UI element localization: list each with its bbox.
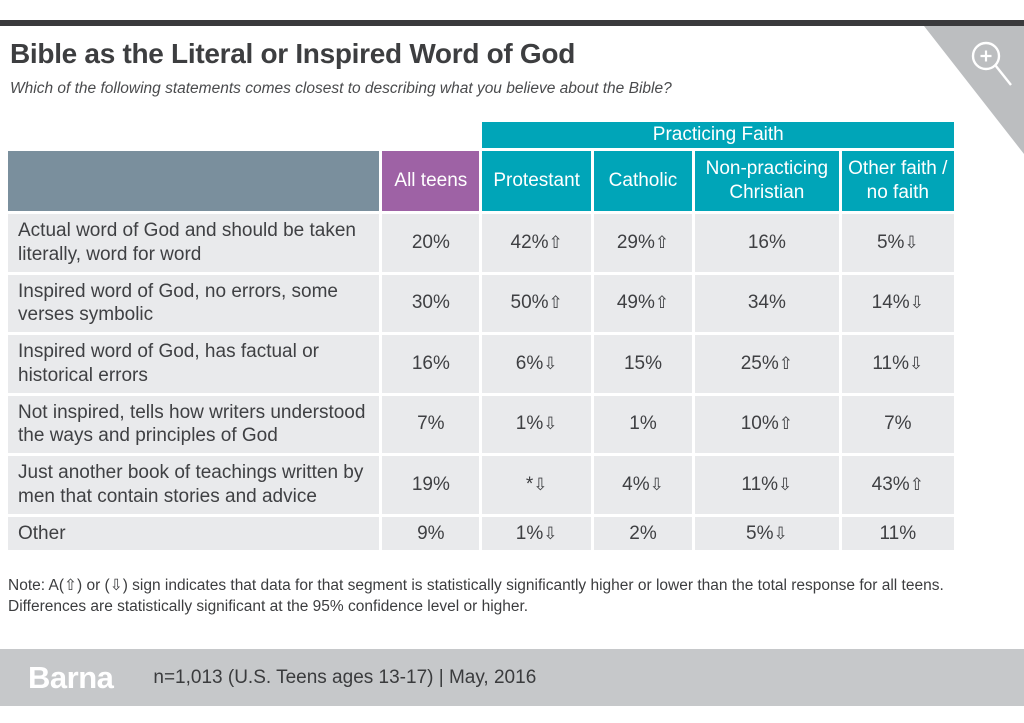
- table-cell: 16%: [382, 335, 480, 393]
- table-cell: 14%⇩: [841, 274, 954, 332]
- table-cell: 1%: [593, 395, 693, 453]
- significant-down-arrow-icon: ⇩: [773, 523, 788, 544]
- table-cell: 11%⇩: [841, 335, 954, 393]
- header-spacer: [8, 122, 479, 148]
- table-cell: 49%⇧: [593, 274, 693, 332]
- column-header: Non-practicing Christian: [695, 151, 839, 211]
- row-label: Actual word of God and should be taken l…: [8, 214, 380, 272]
- table-cell: 34%: [695, 274, 839, 332]
- significant-down-arrow-icon: ⇩: [533, 474, 548, 495]
- table-cell: 11%⇩: [695, 456, 839, 514]
- top-accent-bar: [0, 20, 1024, 26]
- significant-up-arrow-icon: ⇧: [778, 414, 793, 435]
- table-cell: 42%⇧: [482, 214, 591, 272]
- table-row: Not inspired, tells how writers understo…: [8, 395, 954, 453]
- table-cell: 19%: [382, 456, 480, 514]
- table-row: Just another book of teachings written b…: [8, 456, 954, 514]
- table-cell: 7%: [382, 395, 480, 453]
- column-header: Other faith / no faith: [841, 151, 954, 211]
- table-cell: 25%⇧: [695, 335, 839, 393]
- zoom-in-icon: [971, 41, 1012, 86]
- significant-down-arrow-icon: ⇩: [904, 232, 919, 253]
- row-label: Other: [8, 516, 380, 551]
- barna-logo: Barna: [28, 659, 114, 695]
- significant-down-arrow-icon: ⇩: [543, 414, 558, 435]
- significant-down-arrow-icon: ⇩: [908, 353, 924, 374]
- column-header-row: All teens Protestant Catholic Non-practicin…: [8, 151, 954, 211]
- table-cell: 9%: [382, 516, 480, 551]
- page-title: Bible as the Literal or Inspired Word of…: [10, 38, 576, 69]
- sample-info: n=1,013 (U.S. Teens ages 13-17) | May, 2…: [153, 666, 537, 688]
- column-header: Protestant: [482, 151, 591, 211]
- significant-up-arrow-icon: ⇧: [654, 232, 670, 253]
- significant-up-arrow-icon: ⇧: [778, 353, 793, 374]
- table-cell: 29%⇧: [593, 214, 693, 272]
- row-label: Inspired word of God, has factual or his…: [8, 335, 380, 393]
- table-cell: 11%: [841, 516, 954, 551]
- column-header: Catholic: [593, 151, 693, 211]
- table-cell: *⇩: [482, 456, 591, 514]
- table-cell: 5%⇩: [695, 516, 839, 551]
- column-header: All teens: [382, 151, 480, 211]
- table-cell: 43%⇧: [841, 456, 954, 514]
- survey-question: Which of the following statements comes …: [10, 80, 672, 98]
- significant-up-arrow-icon: ⇧: [909, 474, 924, 495]
- table-row: Actual word of God and should be taken l…: [8, 214, 954, 272]
- header-block: Bible as the Literal or Inspired Word of…: [10, 38, 904, 98]
- significant-down-arrow-icon: ⇩: [543, 353, 558, 374]
- table-cell: 15%: [593, 335, 693, 393]
- footer-bar: Barna n=1,013 (U.S. Teens ages 13-17) | …: [0, 649, 1024, 706]
- table-cell: 30%: [382, 274, 480, 332]
- significant-down-arrow-icon: ⇩: [543, 523, 558, 544]
- significant-up-arrow-icon: ⇧: [548, 232, 563, 253]
- table-cell: 1%⇩: [482, 516, 591, 551]
- table-cell: 5%⇩: [841, 214, 954, 272]
- significant-down-arrow-icon: ⇩: [649, 474, 664, 495]
- significant-down-arrow-icon: ⇩: [778, 474, 793, 495]
- row-label: Not inspired, tells how writers understo…: [8, 395, 380, 453]
- table-cell: 4%⇩: [593, 456, 693, 514]
- table-row: Other 9% 1%⇩ 2% 5%⇩ 11%: [8, 516, 954, 551]
- table-row: Inspired word of God, has factual or his…: [8, 335, 954, 393]
- column-group-row: Practicing Faith: [8, 122, 954, 148]
- data-table: Practicing Faith All teens Protestant Cath…: [5, 119, 957, 553]
- table-cell: 7%: [841, 395, 954, 453]
- table-cell: 2%: [593, 516, 693, 551]
- row-label: Inspired word of God, no errors, some ve…: [8, 274, 380, 332]
- significance-note: Note: A(⇧) or (⇩) sign indicates that da…: [8, 577, 944, 615]
- table-cell: 16%: [695, 214, 839, 272]
- row-label: Just another book of teachings written b…: [8, 456, 380, 514]
- column-group-header: Practicing Faith: [482, 122, 954, 148]
- table-row: Inspired word of God, no errors, some ve…: [8, 274, 954, 332]
- table-cell: 10%⇧: [695, 395, 839, 453]
- table-cell: 20%: [382, 214, 480, 272]
- significant-down-arrow-icon: ⇩: [909, 293, 924, 314]
- significant-up-arrow-icon: ⇧: [654, 293, 670, 314]
- table-cell: 1%⇩: [482, 395, 591, 453]
- row-label-header: [8, 151, 380, 211]
- table-cell: 50%⇧: [482, 274, 591, 332]
- significant-up-arrow-icon: ⇧: [548, 293, 563, 314]
- table-cell: 6%⇩: [482, 335, 591, 393]
